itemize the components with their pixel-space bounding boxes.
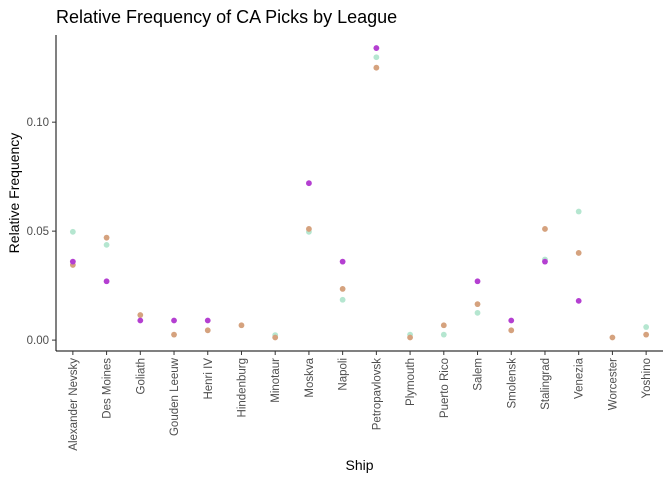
data-point (373, 64, 380, 71)
x-ticks: Alexander Nevsky Des Moines Goliath Gouden … (68, 351, 653, 451)
y-tick-label: 0.00 (27, 335, 49, 347)
data-point (575, 297, 582, 304)
x-tick-label: Petropavlovsk (371, 358, 383, 430)
data-point (373, 54, 380, 61)
data-point (339, 258, 346, 265)
data-point (69, 258, 76, 265)
data-point (373, 45, 380, 51)
x-tick-label: Yoshino (641, 358, 653, 399)
x-axis-title: Ship (345, 457, 373, 473)
y-axis-title: Relative Frequency (6, 133, 22, 254)
data-point (204, 327, 211, 334)
data-point (508, 327, 515, 334)
data-point (69, 228, 76, 235)
data-point (171, 331, 177, 338)
data-point (643, 324, 650, 330)
data-point (339, 296, 346, 303)
data-point (575, 208, 582, 215)
x-tick-label: Salem (473, 358, 485, 391)
data-point (609, 334, 616, 341)
data-point (474, 309, 481, 316)
x-tick-label: Moskva (304, 357, 316, 397)
data-point (575, 250, 582, 256)
data-point (542, 258, 548, 265)
x-tick-label: Minotaur (270, 358, 282, 403)
data-point (440, 322, 447, 329)
x-tick-label: Alexander Nevsky (68, 358, 80, 451)
x-tick-label: Gouden Leeuw (169, 357, 181, 436)
x-tick-label: Smolensk (506, 358, 518, 409)
x-tick-label: Venezia (574, 357, 586, 399)
x-tick-label: Hindenburg (236, 358, 248, 417)
data-point (542, 226, 548, 232)
x-tick-label: Des Moines (102, 358, 114, 419)
x-tick-label: Napoli (338, 358, 350, 391)
data-point (508, 317, 515, 324)
data-point (103, 278, 110, 285)
data-point (103, 234, 110, 241)
data-point (407, 334, 413, 341)
data-point (204, 317, 211, 324)
data-point (137, 317, 144, 324)
data-point (238, 322, 245, 329)
data-point (474, 301, 481, 308)
plot-area (69, 45, 650, 341)
data-point (103, 241, 110, 248)
data-point (306, 226, 312, 232)
data-point (137, 312, 144, 318)
x-tick-label: Goliath (135, 358, 147, 394)
data-point (643, 331, 650, 338)
data-point (306, 180, 312, 187)
x-tick-label: Worcester (607, 358, 619, 410)
x-tick-label: Henri IV (203, 358, 215, 400)
data-point (440, 331, 447, 338)
x-tick-label: Puerto Rico (439, 358, 451, 418)
y-tick-label: 0.10 (27, 117, 49, 129)
x-tick-label: Plymouth (405, 358, 417, 406)
data-point (339, 285, 346, 292)
y-ticks: 0.00 0.05 0.10 (27, 117, 56, 347)
data-point (171, 317, 177, 324)
x-tick-label: Stalingrad (540, 358, 552, 410)
data-point (272, 334, 279, 341)
data-point (474, 278, 481, 285)
chart-title: Relative Frequency of CA Picks by League (56, 7, 397, 27)
y-tick-label: 0.05 (27, 226, 49, 238)
